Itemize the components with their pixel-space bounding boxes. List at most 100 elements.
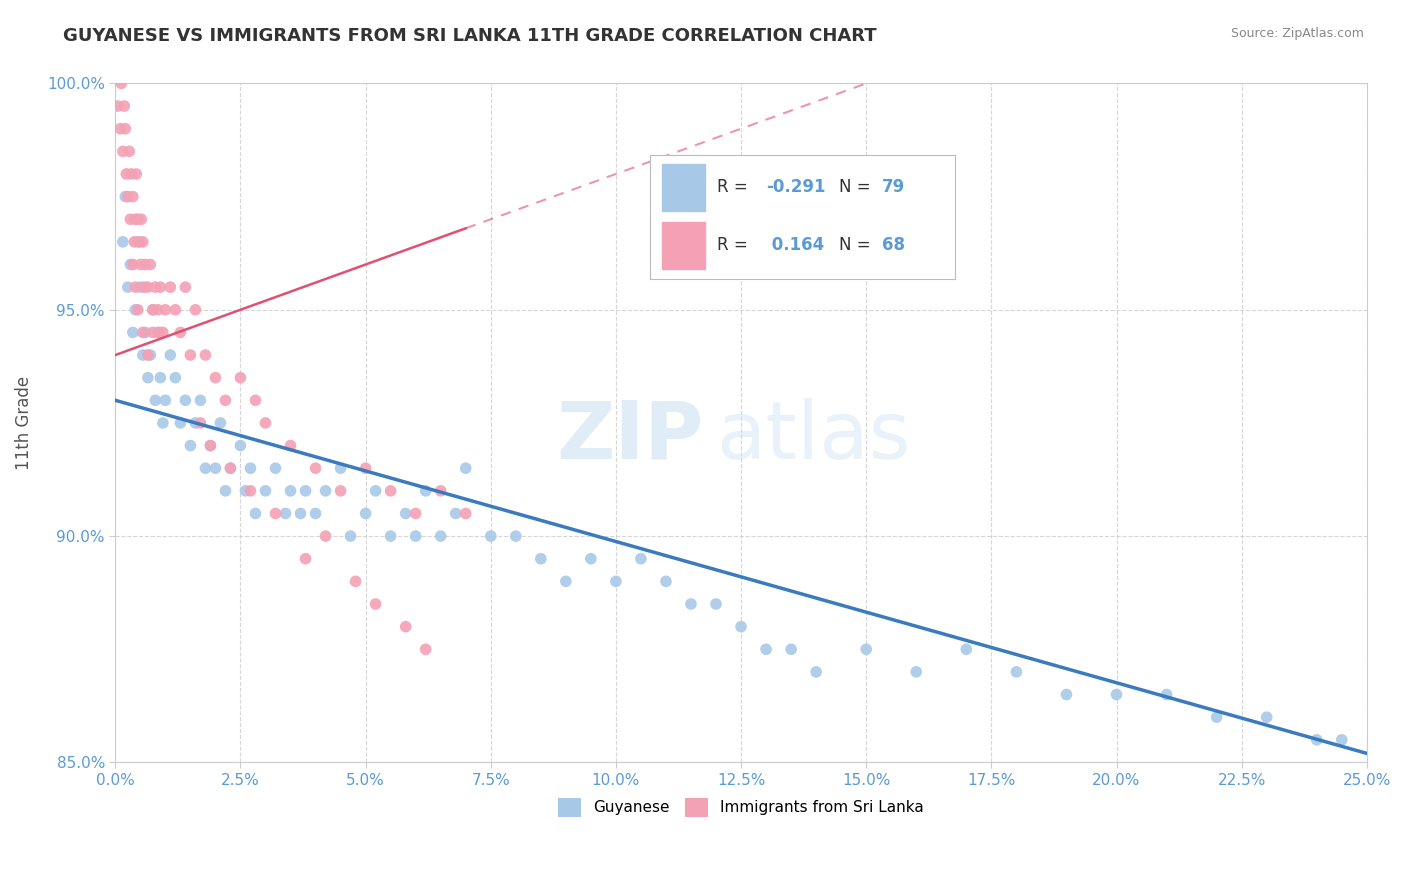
Point	[204, 370, 226, 384]
Point	[152, 326, 174, 340]
Point	[395, 507, 418, 521]
Point	[136, 370, 159, 384]
Point	[415, 483, 437, 498]
Point	[219, 461, 242, 475]
Text: 68: 68	[882, 236, 904, 254]
Point	[209, 416, 232, 430]
Point	[679, 597, 702, 611]
Point	[454, 461, 477, 475]
Point	[146, 302, 169, 317]
Point	[214, 483, 236, 498]
Point	[239, 461, 262, 475]
Point	[165, 302, 187, 317]
Point	[111, 145, 134, 159]
Point	[129, 258, 152, 272]
Point	[290, 507, 312, 521]
Point	[143, 280, 166, 294]
Point	[280, 483, 302, 498]
Text: R =: R =	[717, 236, 752, 254]
Point	[264, 507, 287, 521]
Point	[139, 258, 162, 272]
Point	[329, 483, 352, 498]
Point	[174, 280, 197, 294]
Point	[200, 439, 222, 453]
Point	[107, 99, 129, 113]
Point	[124, 212, 146, 227]
Point	[354, 461, 377, 475]
Point	[136, 348, 159, 362]
Point	[730, 620, 752, 634]
Point	[395, 620, 418, 634]
Point	[380, 483, 402, 498]
Point	[315, 529, 337, 543]
Point	[229, 439, 252, 453]
Point	[127, 235, 149, 249]
Point	[855, 642, 877, 657]
Text: GUYANESE VS IMMIGRANTS FROM SRI LANKA 11TH GRADE CORRELATION CHART: GUYANESE VS IMMIGRANTS FROM SRI LANKA 11…	[63, 27, 877, 45]
Point	[605, 574, 627, 589]
Point	[184, 302, 207, 317]
Point	[159, 280, 181, 294]
Point	[1005, 665, 1028, 679]
Point	[1105, 688, 1128, 702]
Point	[115, 167, 138, 181]
Point	[1306, 732, 1329, 747]
Point	[124, 235, 146, 249]
Point	[134, 280, 156, 294]
Text: 79: 79	[882, 178, 905, 196]
Point	[239, 483, 262, 498]
Point	[429, 529, 451, 543]
Point	[124, 280, 146, 294]
Point	[405, 529, 427, 543]
Point	[554, 574, 576, 589]
Point	[245, 393, 267, 408]
Point	[155, 302, 177, 317]
Point	[111, 235, 134, 249]
Point	[780, 642, 803, 657]
Point	[415, 642, 437, 657]
Text: N =: N =	[839, 178, 876, 196]
Point	[132, 348, 155, 362]
Point	[129, 280, 152, 294]
Point	[200, 439, 222, 453]
Bar	[662, 164, 704, 211]
Point	[755, 642, 778, 657]
Point	[121, 326, 143, 340]
Text: atlas: atlas	[716, 398, 911, 475]
Point	[169, 416, 191, 430]
Point	[339, 529, 361, 543]
Point	[121, 258, 143, 272]
Point	[120, 212, 142, 227]
Point	[174, 393, 197, 408]
Point	[124, 302, 146, 317]
Text: R =: R =	[717, 178, 752, 196]
Point	[190, 416, 212, 430]
Point	[110, 121, 132, 136]
Point	[1156, 688, 1178, 702]
Point	[1330, 732, 1353, 747]
Point	[132, 326, 155, 340]
Point	[294, 483, 316, 498]
Point	[405, 507, 427, 521]
Point	[125, 167, 148, 181]
Point	[1205, 710, 1227, 724]
Point	[118, 145, 141, 159]
Point	[117, 189, 139, 203]
Point	[117, 280, 139, 294]
Point	[127, 302, 149, 317]
Point	[229, 370, 252, 384]
Point	[264, 461, 287, 475]
Point	[165, 370, 187, 384]
Point	[155, 393, 177, 408]
Point	[128, 235, 150, 249]
Legend: Guyanese, Immigrants from Sri Lanka: Guyanese, Immigrants from Sri Lanka	[553, 792, 931, 822]
Point	[159, 348, 181, 362]
Point	[134, 258, 156, 272]
Point	[254, 416, 277, 430]
Point	[1054, 688, 1077, 702]
Point	[364, 597, 387, 611]
Point	[245, 507, 267, 521]
Point	[444, 507, 467, 521]
Point	[142, 302, 165, 317]
Point	[142, 326, 165, 340]
